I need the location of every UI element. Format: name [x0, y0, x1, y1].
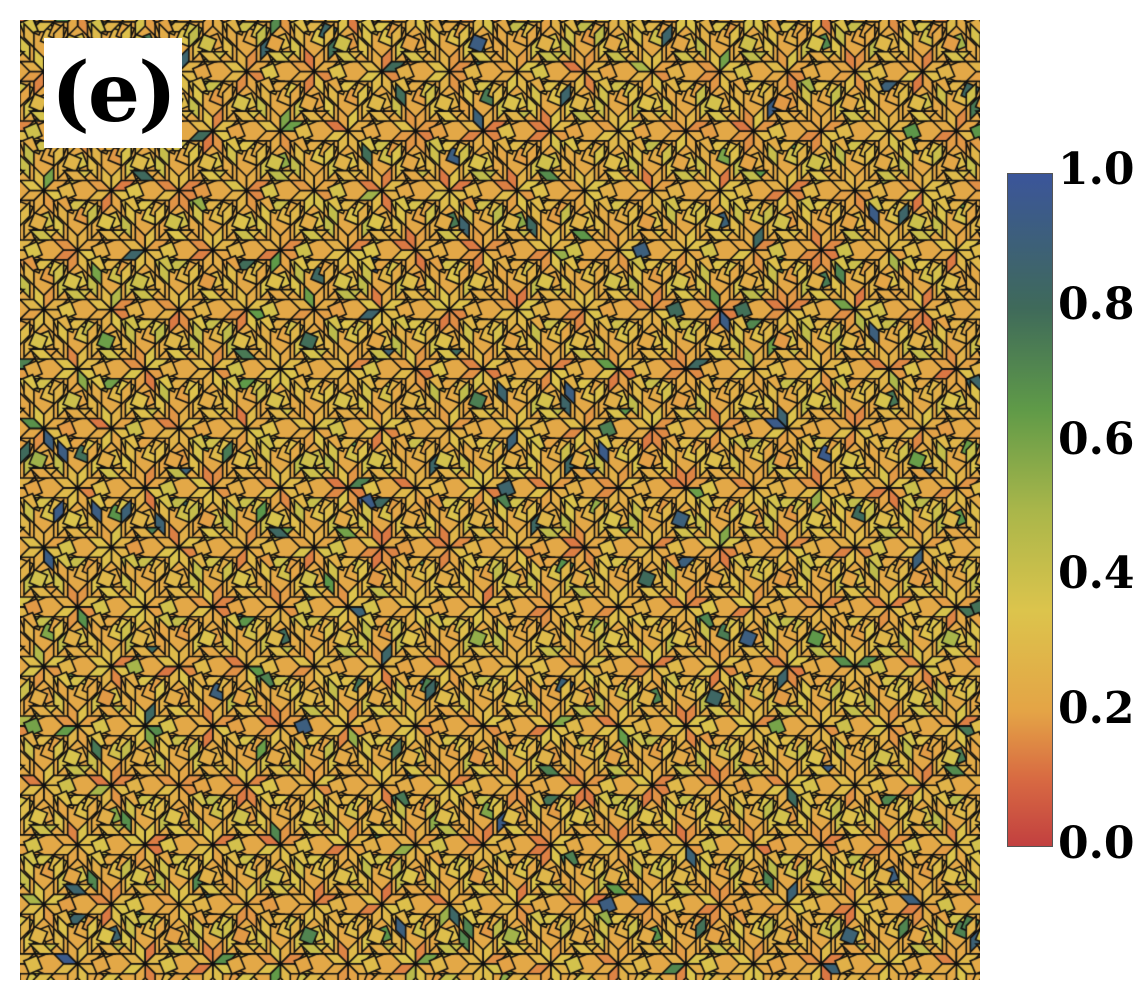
colorbar-tick-label: 1.0 [1058, 144, 1134, 195]
quasicrystal-tiling [20, 20, 980, 980]
colorbar-tick-label: 0.4 [1058, 548, 1134, 600]
panel-label: (e) [51, 45, 177, 141]
panel-label-box: (e) [44, 38, 182, 148]
colorbar-tick-label: 0.6 [1058, 413, 1134, 465]
colorbar-tick-label: 0.8 [1058, 278, 1134, 330]
colorbar-tick-label: 0.0 [1058, 818, 1134, 869]
colorbar-tick-label: 0.2 [1058, 683, 1134, 735]
colorbar [1007, 173, 1053, 847]
tiling-panel: (e) [20, 20, 980, 980]
